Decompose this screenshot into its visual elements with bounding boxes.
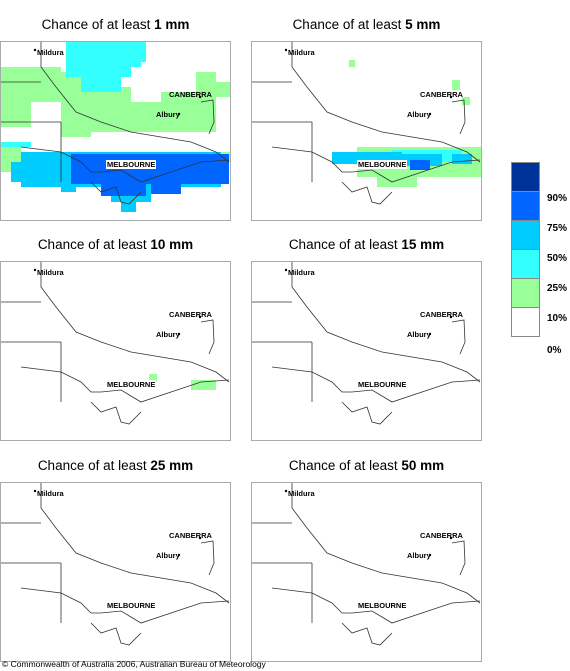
state-borders [252,42,481,205]
legend-swatch [511,162,540,192]
rain-probability-cells [149,374,216,390]
probability-map: Mildura CANBERRA Albury MELBOURNE [0,41,231,221]
map-panel-10mm: Chance of at least 10 mm Mildura CANBERR… [0,237,231,441]
city-dots [33,48,202,116]
place-label-melbourne: MELBOURNE [106,160,157,169]
place-label-melbourne: MELBOURNE [106,380,157,389]
place-label-canberra: CANBERRA [420,310,463,319]
place-label-canberra: CANBERRA [169,90,212,99]
legend-label: 75% [547,223,568,234]
city-dots [284,489,453,557]
place-label-canberra: CANBERRA [169,310,212,319]
legend-swatch [511,191,540,221]
legend-swatch [511,307,540,337]
probability-map: Mildura CANBERRA Albury MELBOURNE [251,41,482,221]
place-label-melbourne: MELBOURNE [357,160,408,169]
place-label-albury: Albury [407,551,431,560]
map-canvas [252,262,481,425]
legend-label: 50% [547,253,568,264]
legend-swatch [511,249,540,279]
legend-label: 25% [547,283,568,294]
legend-label: 90% [547,193,568,204]
city-dots [33,268,202,336]
place-label-melbourne: MELBOURNE [357,380,408,389]
map-panel-5mm: Chance of at least 5 mm Mildura CANBERRA [251,17,482,221]
city-dots [33,489,202,557]
place-label-albury: Albury [407,330,431,339]
probability-map: Mildura CANBERRA Albury MELBOURNE [0,261,231,441]
copyright-notice: © Commonwealth of Australia 2006, Austra… [2,659,266,669]
place-label-albury: Albury [156,551,180,560]
state-borders [252,483,481,646]
panel-title: Chance of at least 50 mm [288,458,445,473]
state-borders [252,262,481,425]
map-panel-50mm: Chance of at least 50 mm Mildura CANBERR… [251,458,482,662]
legend-label: 10% [547,313,568,324]
panel-title: Chance of at least 10 mm [37,237,194,252]
state-borders [1,262,230,425]
place-label-melbourne: MELBOURNE [106,601,157,610]
map-canvas [1,262,230,425]
place-label-albury: Albury [407,110,431,119]
place-label-melbourne: MELBOURNE [357,601,408,610]
place-label-mildura: Mildura [37,48,64,57]
panel-title: Chance of at least 15 mm [288,237,445,252]
place-label-canberra: CANBERRA [420,90,463,99]
legend-swatch [511,220,540,250]
probability-legend: 90% 75% 50% 25% 10% 0% [511,162,567,356]
map-canvas [1,483,230,646]
map-panel-1mm: Chance of at least 1 mm Mildura CAN [0,17,231,221]
legend-label: 0% [547,345,562,356]
legend-swatch [511,278,540,308]
city-dots [284,268,453,336]
state-borders [1,42,230,205]
place-label-mildura: Mildura [288,268,315,277]
map-canvas [252,42,481,205]
place-label-mildura: Mildura [37,489,64,498]
panel-title: Chance of at least 1 mm [41,17,190,32]
map-canvas [1,42,230,212]
place-label-canberra: CANBERRA [420,531,463,540]
probability-map: Mildura CANBERRA Albury MELBOURNE [0,482,231,662]
place-label-mildura: Mildura [37,268,64,277]
place-label-albury: Albury [156,330,180,339]
map-panel-15mm: Chance of at least 15 mm Mildura CANBERR… [251,237,482,441]
place-label-albury: Albury [156,110,180,119]
place-label-mildura: Mildura [288,48,315,57]
state-borders [1,483,230,646]
map-canvas [252,483,481,646]
city-dots [284,48,453,116]
panel-title: Chance of at least 5 mm [292,17,441,32]
panel-title: Chance of at least 25 mm [37,458,194,473]
place-label-mildura: Mildura [288,489,315,498]
place-label-canberra: CANBERRA [169,531,212,540]
probability-map: Mildura CANBERRA Albury MELBOURNE [251,261,482,441]
probability-map: Mildura CANBERRA Albury MELBOURNE [251,482,482,662]
map-panel-25mm: Chance of at least 25 mm Mildura CANBERR… [0,458,231,662]
